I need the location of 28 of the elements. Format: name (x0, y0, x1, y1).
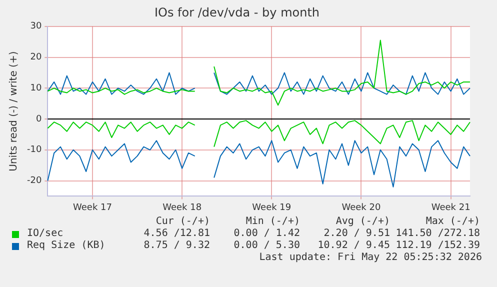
x-tick-label: Week 18 (162, 202, 202, 213)
text: Avg (-/+) (334, 216, 390, 228)
text: 0.00 / 1.42 (232, 228, 300, 240)
legend-label: IO/sec (27, 228, 64, 240)
text: Max (-/+) (424, 216, 480, 228)
y-tick-label: -10 (26, 145, 42, 156)
y-tick-label: 20 (30, 52, 42, 63)
text: 112.19 /152.39 (394, 240, 480, 252)
x-tick-label: Week 17 (72, 202, 112, 213)
y-tick-label: 0 (36, 114, 42, 124)
y-tick-label: -20 (26, 176, 42, 186)
legend-label: Req Size (KB) (27, 240, 106, 252)
text: Min (-/+) (244, 216, 300, 228)
text: 8.75 / 9.32 (142, 240, 210, 252)
chart-title: IOs for /dev/vda - by month (154, 5, 320, 20)
text: 10.92 / 9.45 (316, 240, 390, 252)
text: Cur (-/+) (154, 216, 210, 228)
x-tick-label: Week 21 (431, 202, 470, 213)
y-axis-title: Units read (-) / write (+) (8, 51, 20, 172)
text: Last update: Fri May 22 05:25:32 2026 (258, 252, 482, 264)
text: 141.50 /272.18 (394, 228, 480, 240)
text: 0.00 / 5.30 (232, 240, 300, 252)
y-tick-label: 30 (30, 22, 42, 32)
y-tick-label: 10 (30, 83, 42, 94)
text: 2.20 / 9.51 (322, 228, 390, 240)
x-tick-label: Week 19 (252, 202, 292, 213)
x-tick-label: Week 20 (342, 202, 381, 213)
text: 4.56 /12.81 (142, 228, 210, 240)
